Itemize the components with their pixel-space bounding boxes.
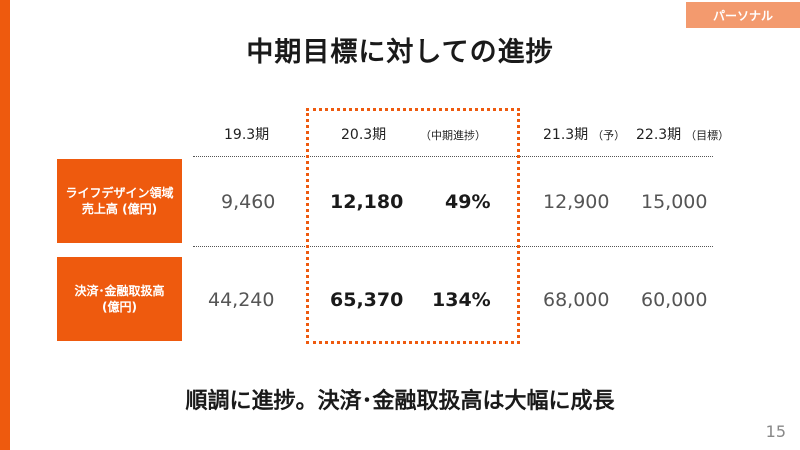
fy20-highlight-frame	[306, 108, 520, 344]
value-fy22: 15,000	[641, 191, 708, 213]
slide-title: 中期目標に対しての進捗	[246, 37, 554, 68]
page-number: 15	[765, 422, 786, 441]
row-separator-middle	[193, 246, 713, 247]
value-fy20: 12,180	[330, 191, 404, 213]
section-tag: パーソナル	[686, 2, 800, 28]
value-progress: 49%	[445, 191, 491, 213]
row-label-life-design: ライフデザイン領域 売上高 (億円)	[57, 159, 182, 243]
col-header-fy22-label: 22.3期	[636, 127, 682, 143]
value-fy22: 60,000	[641, 289, 708, 311]
row-label-line2: (億円)	[102, 300, 137, 314]
col-header-fy21-note: （予）	[592, 129, 626, 142]
row-label-line1: ライフデザイン領域	[65, 186, 174, 200]
row-label-line2: 売上高 (億円)	[81, 202, 158, 216]
value-fy21: 12,900	[543, 191, 610, 213]
row-separator-top	[193, 156, 713, 157]
value-progress: 134%	[432, 289, 491, 311]
summary-text: 順調に進捗。決済･金融取扱高は大幅に成長	[185, 389, 615, 414]
row-label-payment-finance: 決済･金融取扱高 (億円)	[57, 257, 182, 341]
col-header-progress: （中期進捗）	[420, 129, 486, 142]
col-header-fy22-note: （目標）	[685, 129, 730, 142]
col-header-fy22: 22.3期 （目標）	[636, 124, 729, 144]
col-header-fy20: 20.3期	[341, 127, 387, 143]
col-header-fy21-label: 21.3期	[543, 127, 589, 143]
value-fy20: 65,370	[330, 289, 404, 311]
value-fy21: 68,000	[543, 289, 610, 311]
col-header-fy21: 21.3期 （予）	[543, 124, 625, 144]
col-header-fy19: 19.3期	[224, 127, 270, 143]
value-fy19: 44,240	[208, 289, 275, 311]
value-fy19: 9,460	[221, 191, 276, 213]
left-accent-bar	[0, 0, 10, 450]
row-label-line1: 決済･金融取扱高	[74, 284, 165, 298]
